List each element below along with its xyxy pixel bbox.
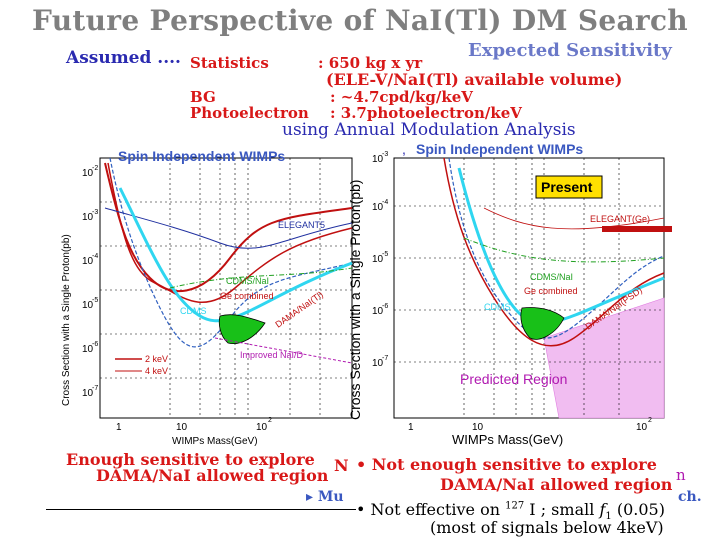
bullet-4-value: (0.05) bbox=[616, 500, 665, 519]
right-xtick-1: 1 bbox=[408, 422, 414, 433]
left-xtick-1: 1 bbox=[116, 422, 122, 433]
left-dama-region bbox=[218, 314, 266, 345]
svg-text:10: 10 bbox=[82, 212, 94, 223]
left-xlabel: WIMPs Mass(GeV) bbox=[172, 436, 258, 447]
left-curve-green bbox=[169, 267, 353, 289]
predicted-region-label: Predicted Region bbox=[460, 371, 567, 387]
svg-text:10: 10 bbox=[82, 168, 94, 179]
right-elegant-bar bbox=[602, 226, 672, 232]
right-label-cdms: CDMS/NaI bbox=[530, 272, 573, 282]
right-curve-red bbox=[443, 157, 665, 347]
svg-text:10: 10 bbox=[82, 300, 94, 311]
method-separator: , bbox=[402, 141, 406, 157]
left-label-cdms2: CDMS bbox=[180, 306, 207, 316]
bullet-1-tail: n bbox=[676, 466, 686, 484]
bullet-3-tail: ch. bbox=[678, 489, 702, 505]
left-sensitivity-plot: ELEGANT5 CDMS/NaI Ge combined DAMA/NaI(T… bbox=[61, 148, 353, 447]
divider-line bbox=[46, 509, 356, 510]
left-caption-2: DAMA/NaI allowed region bbox=[96, 466, 329, 485]
svg-text:10: 10 bbox=[82, 388, 94, 399]
svg-text:-5: -5 bbox=[92, 297, 98, 304]
left-curve-improved bbox=[214, 337, 353, 364]
method-text: using Annual Modulation Analysis bbox=[282, 120, 576, 140]
assumed-label: Assumed .... bbox=[66, 48, 181, 68]
bullet-3-prefix: ▸ Mu bbox=[306, 489, 344, 505]
left-ylabel: Cross Section with a Single Proton(pb) bbox=[61, 234, 72, 406]
statistics-label: Statistics bbox=[190, 54, 269, 72]
svg-text:2: 2 bbox=[648, 417, 652, 424]
statistics-note: (ELE-V/NaI(Tl) available volume) bbox=[326, 70, 623, 89]
bullet-4-text: • Not effective on bbox=[356, 500, 501, 519]
present-badge bbox=[535, 175, 603, 199]
svg-text:-5: -5 bbox=[382, 251, 388, 258]
predicted-region bbox=[543, 297, 665, 419]
right-curve-elegant bbox=[483, 207, 665, 230]
left-label-improved: Improved NaI/D bbox=[240, 350, 304, 360]
svg-text:-4: -4 bbox=[382, 199, 388, 206]
bullet-1: • Not enough sensitive to explore bbox=[356, 455, 657, 474]
bullet-4: • Not effective on 127 I ; small f1 (0.0… bbox=[356, 500, 665, 522]
bullet-1-lead: N bbox=[334, 456, 349, 475]
right-dama-region bbox=[520, 307, 565, 340]
right-label-elegant: ELEGANT(Ge) bbox=[590, 214, 650, 224]
statistics-value: : 650 kg x yr bbox=[318, 54, 423, 72]
left-label-elegant: ELEGANT5 bbox=[278, 220, 325, 230]
svg-text:10: 10 bbox=[372, 154, 384, 165]
left-xtick-100: 10 bbox=[256, 422, 268, 433]
svg-text:-7: -7 bbox=[92, 385, 98, 392]
svg-text:10: 10 bbox=[372, 202, 384, 213]
svg-text:-3: -3 bbox=[92, 209, 98, 216]
svg-text:-6: -6 bbox=[382, 303, 388, 310]
svg-text:2: 2 bbox=[268, 417, 272, 424]
left-curve-cyan bbox=[118, 187, 353, 323]
svg-text:-3: -3 bbox=[382, 151, 388, 158]
expected-sensitivity-label: Expected Sensitivity bbox=[468, 40, 672, 61]
right-curve-cyan bbox=[457, 167, 665, 325]
right-curve-green bbox=[463, 237, 665, 263]
left-caption-1: Enough sensitive to explore bbox=[66, 450, 315, 469]
left-plot-frame bbox=[99, 157, 353, 419]
left-xtick-10: 10 bbox=[176, 422, 188, 433]
right-xlabel: WIMPs Mass(GeV) bbox=[452, 432, 563, 447]
present-label: Present bbox=[541, 179, 593, 195]
left-plot-title: Spin Independent WIMPs bbox=[118, 148, 285, 164]
bg-value: : ~4.7cpd/kg/keV bbox=[330, 88, 473, 106]
photoelectron-value: : 3.7photoelectron/keV bbox=[330, 104, 522, 122]
left-legend-4kev: 4 keV bbox=[145, 366, 168, 376]
right-label-ge: Ge combined bbox=[524, 286, 578, 296]
slide-title: Future Perspective of NaI(Tl) DM Search bbox=[32, 4, 688, 37]
bullet-4-element: I ; small bbox=[529, 500, 595, 519]
svg-text:10: 10 bbox=[82, 344, 94, 355]
svg-text:10: 10 bbox=[372, 358, 384, 369]
svg-text:-6: -6 bbox=[92, 341, 98, 348]
right-xtick-10: 10 bbox=[472, 422, 484, 433]
right-xtick-100: 10 bbox=[636, 422, 648, 433]
left-label-cdms: CDMS/NaI bbox=[226, 276, 269, 286]
bullet-4-f: f bbox=[599, 500, 606, 519]
photoelectron-label: Photoelectron bbox=[190, 104, 309, 122]
svg-text:-4: -4 bbox=[92, 253, 98, 260]
svg-text:10: 10 bbox=[372, 306, 384, 317]
bullet-4-isotope: 127 bbox=[505, 500, 525, 512]
left-label-ge: Ge combined bbox=[220, 291, 274, 301]
right-sensitivity-plot: Present ELEGANT(Ge) CDMS/NaI Ge combined… bbox=[347, 141, 672, 447]
svg-text:-2: -2 bbox=[92, 165, 98, 172]
left-legend-2kev: 2 keV bbox=[145, 354, 168, 364]
svg-text:10: 10 bbox=[82, 256, 94, 267]
svg-text:-7: -7 bbox=[382, 355, 388, 362]
bg-label: BG bbox=[190, 88, 216, 106]
left-curve-elegant bbox=[104, 207, 353, 249]
bullet-5: (most of signals below 4keV) bbox=[430, 518, 664, 537]
left-curve-4kev bbox=[107, 162, 353, 304]
right-plot-title: Spin Independent WIMPs bbox=[416, 141, 583, 157]
right-label-cdms2: CDMS bbox=[484, 302, 511, 312]
bullet-4-fsub: 1 bbox=[605, 511, 612, 523]
bullet-2: DAMA/NaI allowed region bbox=[440, 475, 673, 494]
right-ylabel: Cross Section with a Single Proton(pb) bbox=[347, 180, 363, 420]
svg-text:10: 10 bbox=[372, 254, 384, 265]
